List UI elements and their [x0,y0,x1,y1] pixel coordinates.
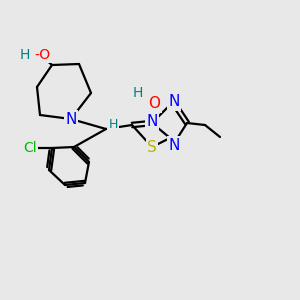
Text: S: S [147,140,157,155]
Text: O: O [148,97,160,112]
Text: H: H [133,86,143,100]
Text: Cl: Cl [23,141,37,155]
Text: -O: -O [34,48,50,62]
Text: N: N [168,137,180,152]
Text: N: N [168,94,180,110]
Text: N: N [146,115,158,130]
Text: H: H [20,48,30,62]
Text: H: H [108,118,118,130]
Text: N: N [65,112,77,127]
